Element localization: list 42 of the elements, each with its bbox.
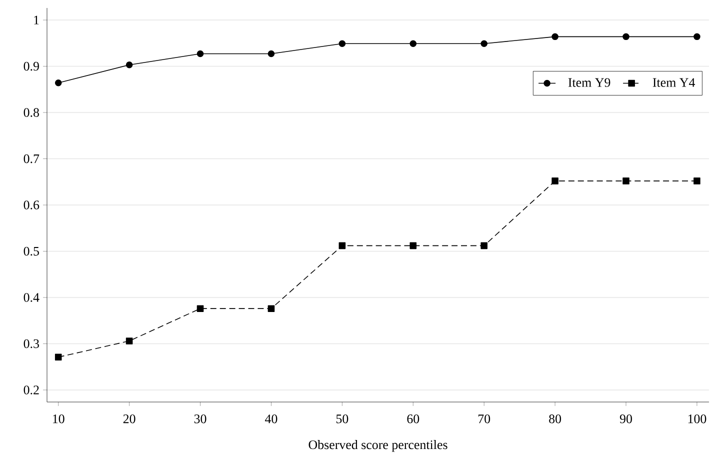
point bbox=[480, 40, 488, 47]
y-tick-label: 0.8 bbox=[24, 108, 40, 117]
y-tick-label: 0.3 bbox=[24, 339, 39, 348]
point bbox=[552, 178, 558, 184]
point bbox=[126, 61, 133, 68]
point bbox=[338, 242, 346, 250]
x-tick-label: 10 bbox=[53, 414, 64, 424]
y-tick-label: 0.4 bbox=[24, 293, 40, 302]
point bbox=[126, 338, 133, 344]
point bbox=[480, 242, 488, 250]
legend-label: Item Y9 bbox=[568, 78, 610, 87]
x-tick-label: 100 bbox=[688, 414, 706, 424]
point bbox=[694, 178, 700, 184]
point bbox=[410, 242, 417, 250]
point bbox=[196, 50, 204, 58]
point bbox=[694, 33, 700, 40]
x-tick-label: 30 bbox=[194, 414, 206, 424]
point bbox=[552, 33, 558, 40]
x-tick-label: 40 bbox=[264, 414, 278, 424]
point bbox=[338, 40, 346, 47]
y-tick-label: 0.6 bbox=[24, 200, 40, 210]
point bbox=[268, 305, 275, 312]
point bbox=[268, 50, 275, 58]
y-tick-label: 0.2 bbox=[24, 386, 39, 394]
x-tick-label: 90 bbox=[620, 414, 632, 424]
x-tick-label: 70 bbox=[478, 414, 490, 424]
point bbox=[54, 80, 62, 86]
legend-label: Item Y4 bbox=[652, 78, 696, 87]
y-tick-label: 0.5 bbox=[24, 246, 39, 256]
point bbox=[410, 40, 417, 47]
x-tick-label: 50 bbox=[336, 414, 348, 424]
point bbox=[622, 33, 630, 40]
x-tick-label: 80 bbox=[549, 414, 562, 424]
point bbox=[622, 178, 630, 184]
point bbox=[54, 354, 62, 361]
point bbox=[196, 305, 204, 312]
y-tick-label: 0.7 bbox=[24, 154, 40, 164]
y-tick-label: 1 bbox=[34, 16, 39, 24]
x-axis-title: Observed score percentiles bbox=[308, 440, 448, 452]
x-tick-label: 20 bbox=[123, 414, 136, 424]
y-tick-label: 0.9 bbox=[24, 62, 39, 71]
x-tick-label: 60 bbox=[407, 414, 420, 424]
